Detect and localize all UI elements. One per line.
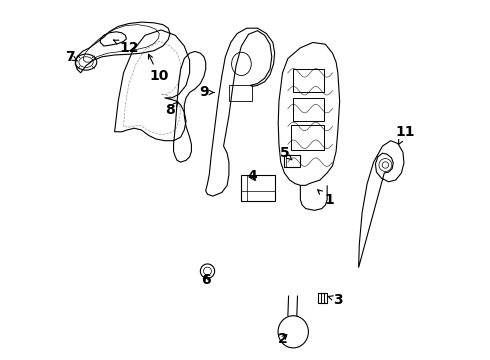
Text: 10: 10 bbox=[148, 54, 169, 84]
Bar bbox=[293, 69, 323, 93]
Text: 11: 11 bbox=[395, 125, 415, 144]
Text: 8: 8 bbox=[165, 102, 178, 117]
Text: 3: 3 bbox=[328, 293, 343, 307]
Bar bbox=[292, 125, 323, 150]
Text: 5: 5 bbox=[279, 146, 292, 160]
Text: 9: 9 bbox=[199, 85, 214, 99]
Text: 6: 6 bbox=[201, 273, 211, 287]
Bar bbox=[318, 293, 327, 303]
Bar bbox=[229, 85, 252, 102]
Bar bbox=[284, 155, 300, 167]
Text: 1: 1 bbox=[318, 190, 334, 207]
Text: 4: 4 bbox=[247, 170, 257, 184]
Text: 12: 12 bbox=[114, 40, 139, 55]
Bar bbox=[293, 98, 323, 121]
Bar bbox=[242, 175, 275, 202]
Text: 7: 7 bbox=[65, 50, 77, 64]
Text: 2: 2 bbox=[278, 332, 287, 346]
